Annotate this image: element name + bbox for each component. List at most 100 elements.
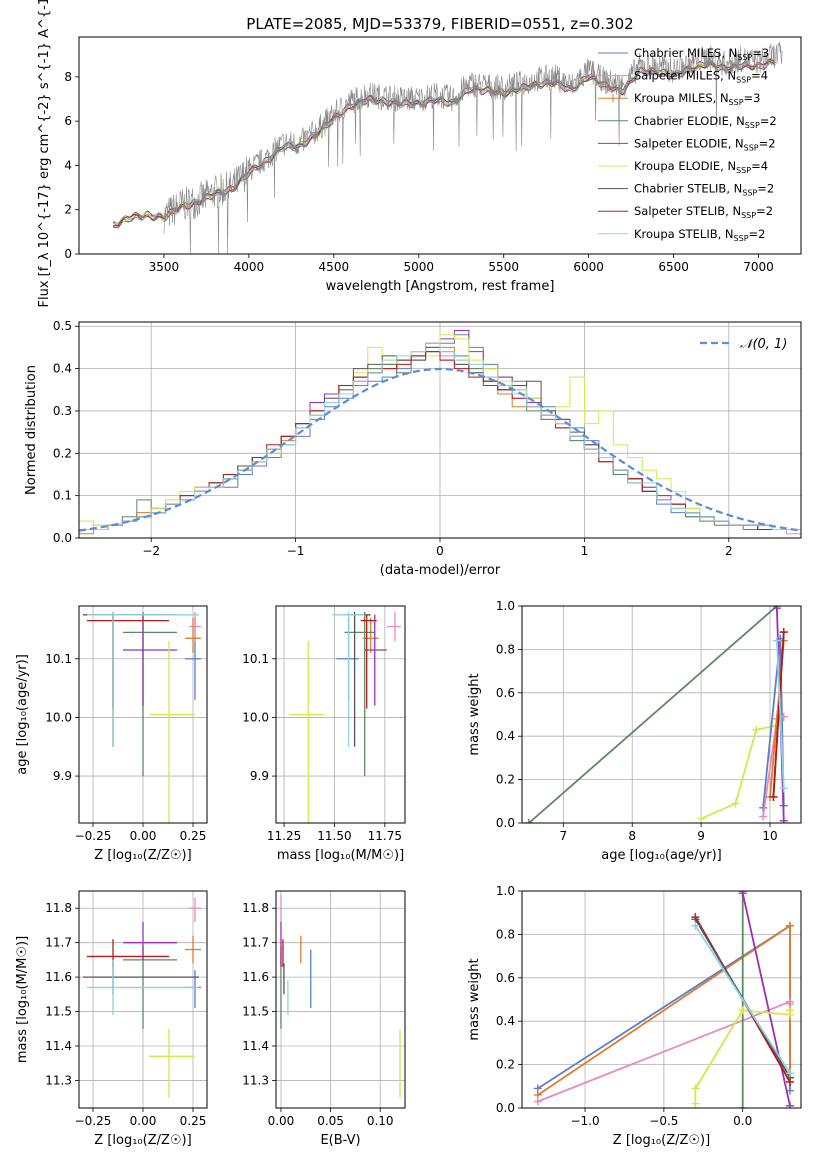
weight-line bbox=[741, 893, 791, 1106]
y-tick-label: 11.7 bbox=[242, 936, 269, 950]
y-tick-label: 0.2 bbox=[496, 1058, 515, 1072]
legend-label-subscript: SSP bbox=[744, 143, 759, 152]
legend-label-main: Kroupa ELODIE, N bbox=[634, 159, 736, 173]
y-tick-label: 0.8 bbox=[496, 642, 515, 656]
legend-label-end: =3 bbox=[752, 46, 769, 60]
weight-marker bbox=[769, 792, 778, 801]
weight-line bbox=[528, 606, 778, 823]
weight-marker bbox=[697, 814, 706, 823]
x-tick-label: 11.75 bbox=[368, 829, 402, 843]
x-tick-label: −1 bbox=[287, 544, 305, 558]
legend-label-end: =2 bbox=[757, 182, 774, 196]
weight-marker bbox=[752, 725, 761, 734]
weight-marker bbox=[691, 1084, 700, 1093]
legend-entry: Kroupa MILES, NSSP=3 bbox=[634, 91, 760, 107]
weight-marker bbox=[759, 812, 768, 821]
weight-series-group bbox=[533, 891, 794, 1108]
x-tick-label: 4000 bbox=[234, 260, 265, 274]
weight-marker bbox=[779, 628, 788, 637]
weight-line bbox=[700, 720, 782, 820]
y-tick-label: 11.5 bbox=[242, 1005, 269, 1019]
weight-marker bbox=[785, 1069, 794, 1078]
legend-label-main: Salpeter ELODIE, N bbox=[634, 136, 744, 150]
axes-frame bbox=[275, 890, 406, 1109]
legend-label-subscript: SSP bbox=[737, 53, 752, 62]
x-axis-label: mass [log₁₀(M/M☉)] bbox=[277, 848, 404, 863]
weight-line bbox=[694, 925, 791, 1074]
legend-entry: Kroupa ELODIE, NSSP=4 bbox=[634, 159, 768, 175]
y-tick-label: 1.0 bbox=[496, 599, 515, 613]
y-tick-label: 10.0 bbox=[242, 710, 269, 724]
y-tick-label: 11.6 bbox=[45, 970, 72, 984]
weight-marker bbox=[772, 636, 781, 645]
weight-marker bbox=[524, 819, 533, 823]
x-tick-label: 4500 bbox=[319, 260, 350, 274]
spectrum-series-group bbox=[112, 41, 783, 254]
x-tick-label: 0.00 bbox=[268, 1114, 295, 1128]
legend-entry: Salpeter STELIB, NSSP=2 bbox=[634, 204, 773, 220]
legend-label-main: Kroupa MILES, N bbox=[634, 91, 729, 105]
errorbar-group bbox=[83, 611, 201, 823]
y-tick-label: 0.8 bbox=[496, 927, 515, 941]
x-axis-label: Z [log₁₀(Z/Z☉)] bbox=[94, 848, 191, 863]
panel-z_vs_age: −0.25 0.00 0.25 9.9 10.0 10.1 Z [log₁₀(Z/Z☉)] a… bbox=[15, 605, 208, 863]
legend-entry: Chabrier MILES, NSSP=3 bbox=[634, 46, 769, 62]
panel-z_vs_mass: −0.25 0.00 0.25 11.3 11.4 11.5 11.6 11.7 11.8 Z [… bbox=[15, 890, 208, 1148]
axes-frame bbox=[78, 890, 208, 1109]
weight-marker bbox=[533, 1097, 542, 1106]
y-tick-label: 0.0 bbox=[53, 531, 72, 545]
legend-label-main: Kroupa STELIB, N bbox=[634, 227, 734, 241]
errorbar-group bbox=[290, 611, 401, 823]
y-tick-label: 0.2 bbox=[53, 446, 72, 460]
y-tick-label: 0 bbox=[64, 247, 72, 261]
legend-label-main: Chabrier MILES, N bbox=[634, 46, 737, 60]
weight-marker bbox=[772, 606, 781, 613]
x-tick-label: 10 bbox=[762, 829, 777, 843]
y-tick-label: 10.1 bbox=[242, 652, 269, 666]
x-tick-label: 5500 bbox=[488, 260, 519, 274]
x-tick-label: 11.25 bbox=[267, 829, 301, 843]
weight-marker bbox=[785, 1006, 794, 1015]
y-tick-label: 0.4 bbox=[496, 729, 515, 743]
x-axis-label: E(B-V) bbox=[320, 1133, 360, 1148]
weight-marker bbox=[779, 784, 788, 793]
y-tick-label: 0.3 bbox=[53, 404, 72, 418]
x-axis-label: age [log₁₀(age/yr)] bbox=[601, 848, 722, 863]
x-tick-label: −0.25 bbox=[75, 829, 112, 843]
legend-label-end: =3 bbox=[744, 91, 761, 105]
weight-marker bbox=[738, 891, 747, 898]
legend-entry: Chabrier ELODIE, NSSP=2 bbox=[634, 114, 777, 130]
x-tick-label: 9 bbox=[697, 829, 705, 843]
y-axis-label: mass [log₁₀(M/M☉)] bbox=[15, 936, 30, 1063]
y-tick-label: 0.6 bbox=[496, 971, 515, 985]
panel-spectrum: 3500 4000 4500 5000 5500 6000 6500 7000 0 2 4 6 8 wav… bbox=[37, 0, 802, 307]
legend-label-subscript: SSP bbox=[729, 98, 744, 107]
x-tick-label: 6000 bbox=[573, 260, 604, 274]
y-tick-label: 11.4 bbox=[45, 1039, 72, 1053]
weight-series-group bbox=[524, 606, 788, 823]
y-tick-label: 0.1 bbox=[53, 489, 72, 503]
y-tick-label: 8 bbox=[64, 70, 72, 84]
y-tick-label: 6 bbox=[64, 114, 72, 128]
y-tick-label: 11.3 bbox=[242, 1073, 269, 1087]
x-tick-label: 2 bbox=[725, 544, 733, 558]
legend-label-main: Chabrier ELODIE, N bbox=[634, 114, 745, 128]
legend-entry: Chabrier STELIB, NSSP=2 bbox=[634, 182, 774, 198]
legend-label-main: Salpeter MILES, N bbox=[634, 69, 736, 83]
x-tick-label: 7 bbox=[560, 829, 568, 843]
y-tick-label: 4 bbox=[64, 158, 72, 172]
legend-label-subscript: SSP bbox=[741, 211, 756, 220]
x-axis-label: (data-model)/error bbox=[380, 563, 501, 578]
legend-entry: Kroupa STELIB, NSSP=2 bbox=[634, 227, 765, 243]
legend-label-subscript: SSP bbox=[745, 121, 760, 130]
weight-marker bbox=[738, 1104, 747, 1108]
errorbar-group bbox=[280, 894, 401, 1098]
x-tick-label: 11.50 bbox=[317, 829, 351, 843]
x-axis-label: wavelength [Angstrom, rest frame] bbox=[326, 279, 555, 294]
y-tick-label: 11.6 bbox=[242, 970, 269, 984]
x-tick-label: 0.10 bbox=[367, 1114, 394, 1128]
x-tick-label: 0.25 bbox=[180, 1114, 207, 1128]
y-tick-label: 11.4 bbox=[242, 1039, 269, 1053]
legend-entry: Salpeter MILES, NSSP=4 bbox=[634, 69, 768, 85]
x-tick-label: 0.00 bbox=[130, 1114, 157, 1128]
